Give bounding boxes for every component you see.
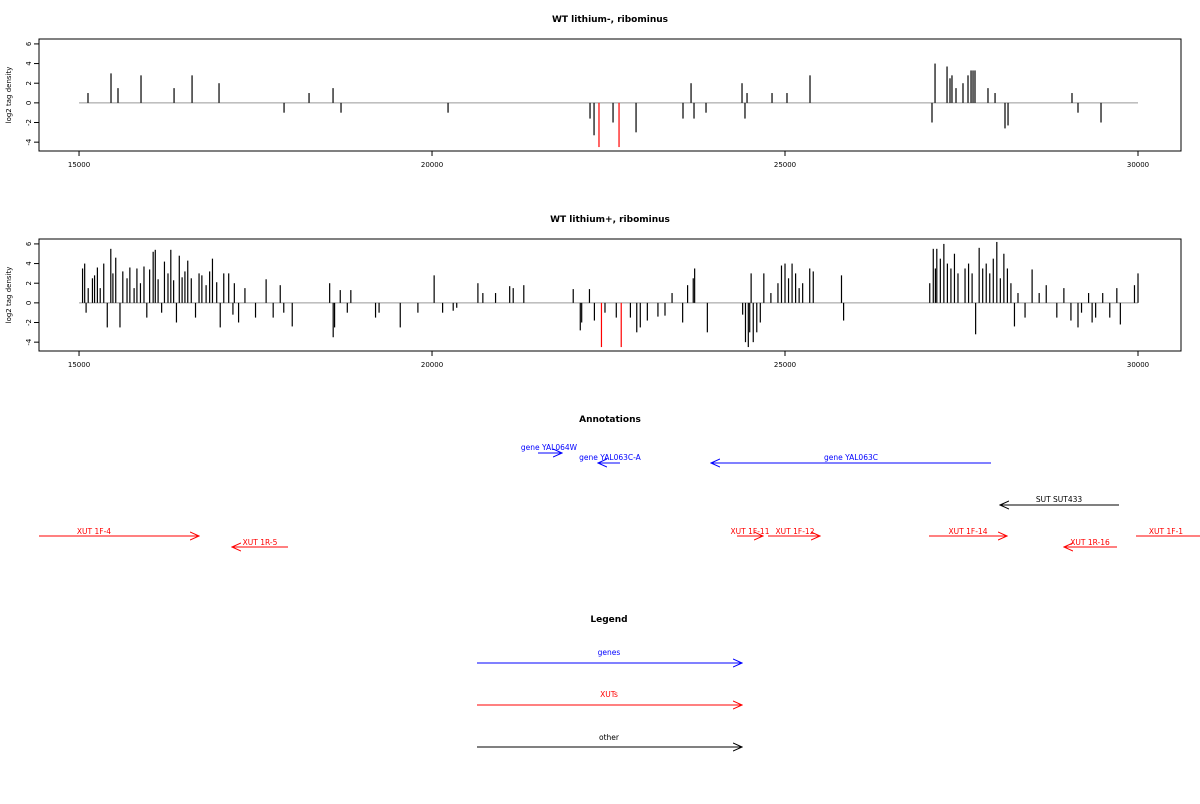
chart-title: WT lithium-, ribominus xyxy=(552,15,668,25)
y-tick-label: 6 xyxy=(25,241,33,246)
feature-label: SUT SUT433 xyxy=(1036,495,1083,504)
plot-frame xyxy=(38,38,1182,152)
annotations: Annotations gene YAL064W gene YAL063C-A … xyxy=(39,415,1200,547)
legend-label: genes xyxy=(598,648,621,657)
x-tick-label: 20000 xyxy=(421,161,443,169)
y-axis-label: log2 tag density xyxy=(5,267,13,324)
y-tick-label: 0 xyxy=(25,301,33,305)
legend-label: XUTs xyxy=(600,690,618,699)
legend-label: other xyxy=(599,733,620,742)
x-tick-label: 15000 xyxy=(68,361,90,369)
y-tick-label: 2 xyxy=(25,81,33,85)
feature-label: XUT 1F-14 xyxy=(949,527,988,536)
y-axis-label: log2 tag density xyxy=(5,67,13,124)
y-tick-label: -2 xyxy=(25,119,33,126)
feature-label: XUT 1F-1 xyxy=(1149,527,1183,536)
x-tick-label: 30000 xyxy=(1127,361,1149,369)
y-tick-label: 6 xyxy=(25,41,33,46)
legend: Legend genes XUTs other xyxy=(477,615,742,747)
y-tick-label: 4 xyxy=(25,261,33,266)
x-tick-label: 25000 xyxy=(774,361,796,369)
x-tick-label: 20000 xyxy=(421,361,443,369)
y-tick-label: 0 xyxy=(25,101,33,105)
plot-frame xyxy=(38,238,1182,352)
y-tick-label: 4 xyxy=(25,61,33,66)
feature-label: gene YAL063C xyxy=(824,453,878,462)
legend-title: Legend xyxy=(590,615,627,625)
feature-label: XUT 1R-16 xyxy=(1070,538,1110,547)
feature-label: XUT 1R-5 xyxy=(243,538,278,547)
charts: WT lithium-, ribominus log2 tag density -4… xyxy=(5,15,1182,369)
y-tick-label: 2 xyxy=(25,281,33,285)
y-tick-label: -2 xyxy=(25,319,33,326)
y-tick-label: -4 xyxy=(25,138,33,146)
feature-label: gene YAL063C-A xyxy=(579,453,642,462)
x-tick-label: 25000 xyxy=(774,161,796,169)
x-tick-label: 15000 xyxy=(68,161,90,169)
feature-label: XUT 1F-11 xyxy=(731,527,770,536)
chart: WT lithium+, ribominus log2 tag density -4… xyxy=(5,215,1182,369)
chart-title: WT lithium+, ribominus xyxy=(550,215,670,225)
x-tick-label: 30000 xyxy=(1127,161,1149,169)
feature-label: XUT 1F-12 xyxy=(776,527,815,536)
chart: WT lithium-, ribominus log2 tag density -4… xyxy=(5,15,1182,169)
feature-label: gene YAL064W xyxy=(521,443,578,452)
y-tick-label: -4 xyxy=(25,338,33,346)
feature-label: XUT 1F-4 xyxy=(77,527,111,536)
annotations-title: Annotations xyxy=(579,415,641,425)
